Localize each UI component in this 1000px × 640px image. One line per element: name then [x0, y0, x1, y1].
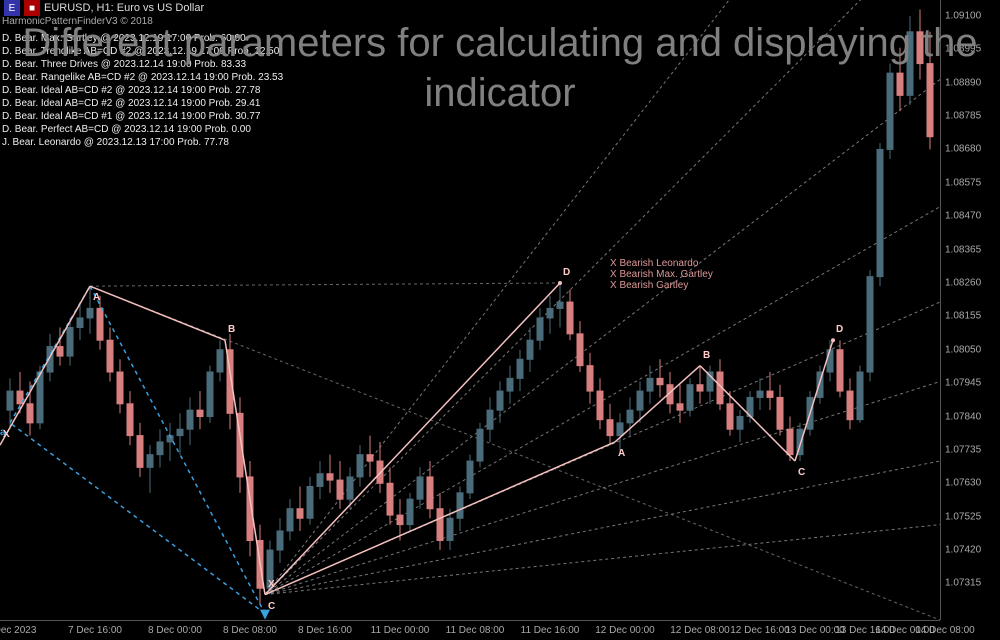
- chart-header: E ■ EURUSD, H1: Euro vs US Dollar: [0, 0, 204, 16]
- x-tick-label: 8 Dec 00:00: [148, 625, 202, 636]
- pattern-annotation: X Bearish Max. Gartley: [610, 269, 713, 280]
- harmonic-point-label: B: [228, 324, 235, 335]
- harmonic-point-label: D: [563, 267, 570, 278]
- y-tick-label: 1.07525: [945, 511, 981, 522]
- y-tick-label: 1.07840: [945, 411, 981, 422]
- y-tick-label: 1.07735: [945, 444, 981, 455]
- y-tick-label: 1.07630: [945, 478, 981, 489]
- x-tick-label: 12 Dec 00:00: [595, 625, 655, 636]
- x-tick-label: 11 Dec 08:00: [446, 625, 505, 636]
- harmonic-point-label: C: [268, 601, 275, 612]
- x-tick-label: 11 Dec 16:00: [521, 625, 580, 636]
- y-tick-label: 1.08470: [945, 211, 981, 222]
- platform-icon: E: [4, 0, 20, 16]
- y-tick-label: 1.07945: [945, 378, 981, 389]
- y-tick-label: 1.08365: [945, 244, 981, 255]
- pattern-list-item: D. Bear. Perfect AB=CD @ 2023.12.14 19:0…: [2, 123, 283, 136]
- symbol-label: EURUSD, H1: Euro vs US Dollar: [44, 2, 204, 14]
- x-tick-label: 7 Dec 16:00: [68, 625, 122, 636]
- x-tick-label: Dec 2023: [0, 625, 36, 636]
- x-tick-label: 8 Dec 16:00: [298, 625, 352, 636]
- harmonic-point-label: A: [618, 448, 625, 459]
- x-tick-label: 11 Dec 00:00: [371, 625, 430, 636]
- y-tick-label: 1.08680: [945, 144, 981, 155]
- harmonic-point-label: C: [798, 467, 805, 478]
- y-tick-label: 1.07420: [945, 545, 981, 556]
- harmonic-point-label: X: [268, 579, 275, 590]
- y-tick-label: 1.08050: [945, 344, 981, 355]
- chart-icon: ■: [24, 0, 40, 16]
- harmonic-point-label: D: [836, 324, 843, 335]
- pattern-annotation: X Bearish Leonardo: [610, 258, 698, 269]
- harmonic-point-label: A: [93, 292, 100, 303]
- y-tick-label: 1.07315: [945, 578, 981, 589]
- pattern-list-item: J. Bear. Leonardo @ 2023.12.13 17:00 Pro…: [2, 136, 283, 149]
- x-tick-label: 12 Dec 16:00: [730, 625, 790, 636]
- x-axis: Dec 2023 7 Dec 16:00 8 Dec 00:00 8 Dec 08:0…: [0, 620, 940, 640]
- y-tick-label: 1.08575: [945, 177, 981, 188]
- y-tick-label: 1.08155: [945, 311, 981, 322]
- y-tick-label: 1.08260: [945, 277, 981, 288]
- overlay-title: Different parameters for calculating and…: [0, 18, 1000, 118]
- x-tick-label: 14 Dec 08:00: [915, 625, 975, 636]
- x-tick-label: 12 Dec 08:00: [670, 625, 730, 636]
- pattern-annotation: X Bearish Gartley: [610, 280, 688, 291]
- harmonic-point-label: X: [3, 429, 10, 440]
- harmonic-point-label: B: [703, 350, 710, 361]
- x-tick-label: 8 Dec 08:00: [223, 625, 277, 636]
